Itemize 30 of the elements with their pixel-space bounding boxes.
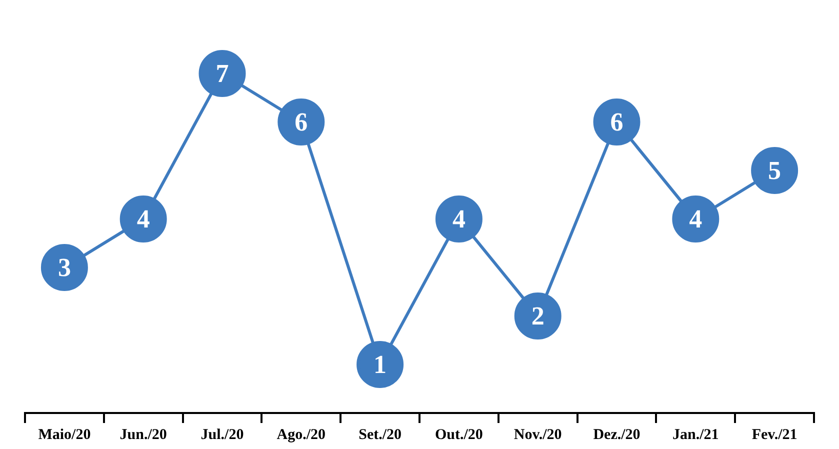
data-label: 4 <box>689 204 702 234</box>
data-label: 7 <box>216 59 229 88</box>
point <box>120 196 167 242</box>
point <box>356 341 404 388</box>
data-label: 1 <box>374 350 387 380</box>
x-tick-label: Ago./20 <box>276 426 326 443</box>
x-tick-label: Fev./21 <box>752 426 798 443</box>
data-label: 3 <box>58 253 71 282</box>
point <box>593 98 640 146</box>
data-label: 5 <box>768 156 782 186</box>
data-label: 4 <box>136 204 150 234</box>
x-tick-label: Set./20 <box>358 426 402 443</box>
point <box>40 244 88 291</box>
point <box>278 98 325 146</box>
point <box>672 196 720 242</box>
x-tick-label: Out./20 <box>434 426 483 443</box>
data-label: 4 <box>452 204 466 234</box>
point <box>435 196 482 242</box>
data-label: 6 <box>610 108 624 137</box>
x-tick-label: Jun./20 <box>120 426 167 443</box>
point <box>514 292 562 340</box>
x-tick-label: Jul./20 <box>200 426 244 443</box>
point <box>751 147 798 194</box>
data-label: 2 <box>531 302 544 331</box>
x-tick-label: Dez./20 <box>593 426 640 443</box>
x-tick-label: Nov./20 <box>514 426 562 443</box>
x-tick-label: Maio/20 <box>38 426 91 443</box>
data-label: 6 <box>294 108 308 137</box>
point <box>198 50 246 97</box>
x-tick-label: Jan./21 <box>672 426 719 443</box>
